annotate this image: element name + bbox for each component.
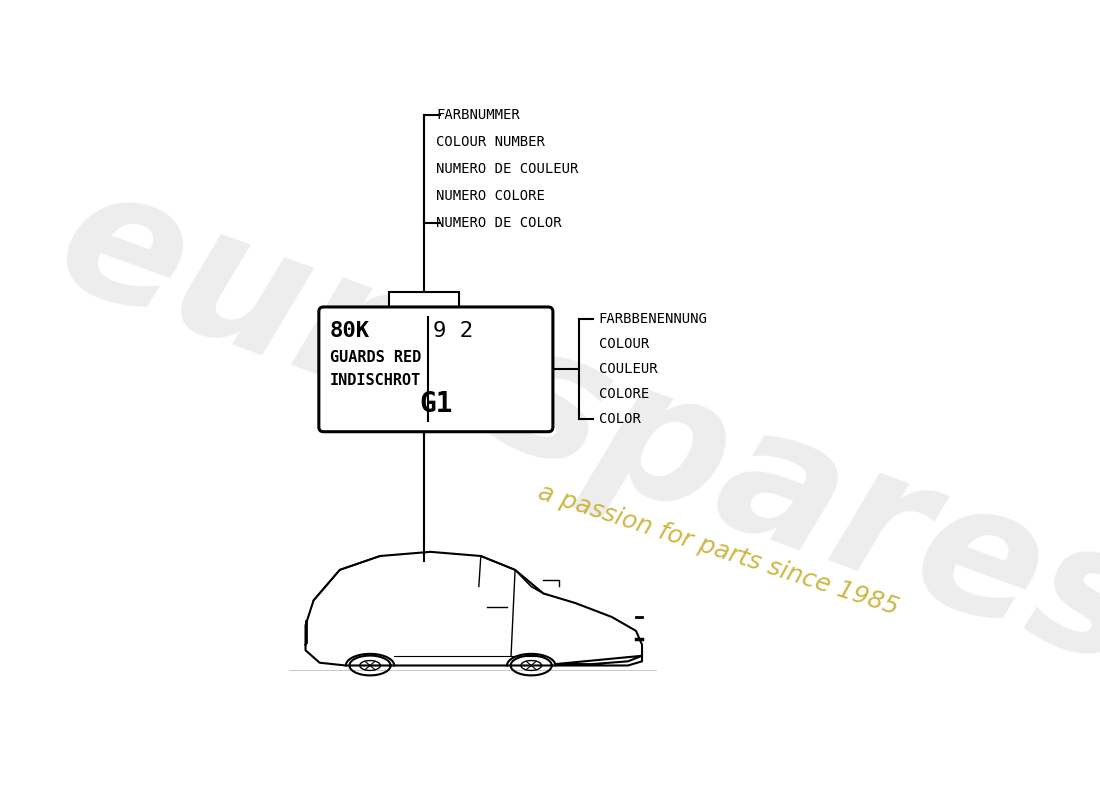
Text: GUARDS RED: GUARDS RED [330,350,421,365]
Text: INDISCHROT: INDISCHROT [330,373,421,388]
Text: FARBBENENNUNG: FARBBENENNUNG [598,312,707,326]
Text: G1: G1 [419,390,452,418]
Text: COULEUR: COULEUR [598,362,658,376]
Text: 80K: 80K [330,321,370,341]
Text: COLOR: COLOR [598,413,640,426]
Text: COLORE: COLORE [598,387,649,402]
FancyBboxPatch shape [319,307,553,432]
Text: NUMERO DE COLOR: NUMERO DE COLOR [436,216,561,230]
Text: a passion for parts since 1985: a passion for parts since 1985 [536,481,902,620]
Text: eurospares: eurospares [36,150,1100,705]
Text: 9 2: 9 2 [432,321,473,341]
Text: COLOUR NUMBER: COLOUR NUMBER [436,135,544,149]
Text: NUMERO DE COULEUR: NUMERO DE COULEUR [436,162,579,176]
Text: FARBNUMMER: FARBNUMMER [436,108,519,122]
Bar [389,292,459,314]
Text: COLOUR: COLOUR [598,338,649,351]
Text: NUMERO COLORE: NUMERO COLORE [436,189,544,203]
